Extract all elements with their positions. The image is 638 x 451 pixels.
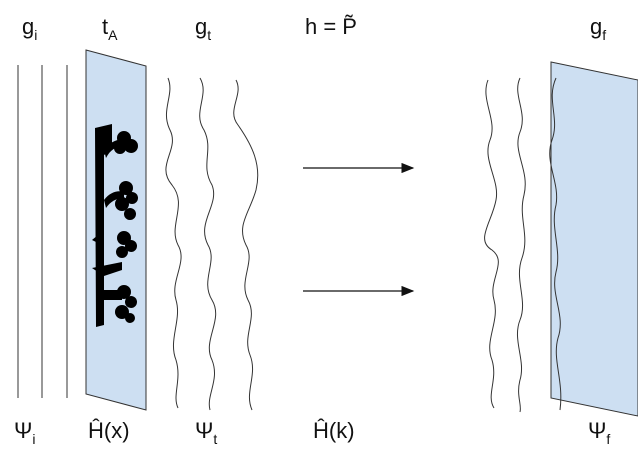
label-sub: f bbox=[602, 27, 606, 43]
label: gt bbox=[195, 14, 211, 43]
label-sub: i bbox=[34, 27, 37, 43]
label-sub: t bbox=[213, 431, 217, 447]
label: Ψt bbox=[195, 418, 217, 447]
distorted-waves bbox=[165, 77, 259, 411]
arrows bbox=[303, 162, 415, 297]
label-text: g bbox=[590, 14, 602, 39]
label-sub: f bbox=[606, 431, 610, 447]
label: h = P̃ bbox=[305, 14, 357, 39]
top-labels: gi tA gt h = P̃ gf bbox=[22, 14, 606, 43]
label: gf bbox=[590, 14, 606, 43]
label: Ψf bbox=[588, 418, 610, 447]
output-waves bbox=[484, 77, 526, 413]
label: Ĥ(x) bbox=[88, 418, 130, 443]
label-text: g bbox=[22, 14, 34, 39]
label-sub: A bbox=[108, 27, 118, 43]
label-text: g bbox=[195, 14, 207, 39]
output-panel bbox=[550, 61, 638, 417]
label-text: Ψ bbox=[588, 418, 606, 443]
label: gi bbox=[22, 14, 37, 43]
label: Ψi bbox=[14, 418, 36, 447]
object-panel bbox=[85, 49, 147, 411]
plane-waves bbox=[17, 65, 68, 398]
object-silhouette bbox=[92, 124, 138, 327]
label: Ĥ(k) bbox=[313, 418, 355, 443]
label-text: t bbox=[102, 14, 108, 39]
label-text: Ψ bbox=[14, 418, 32, 443]
label: tA bbox=[102, 14, 118, 43]
label-text: Ψ bbox=[195, 418, 213, 443]
output-wave bbox=[549, 77, 562, 411]
bottom-labels: Ψi Ĥ(x) Ψt Ĥ(k) Ψf bbox=[14, 418, 610, 447]
label-sub: t bbox=[207, 27, 211, 43]
label-sub: i bbox=[32, 431, 35, 447]
